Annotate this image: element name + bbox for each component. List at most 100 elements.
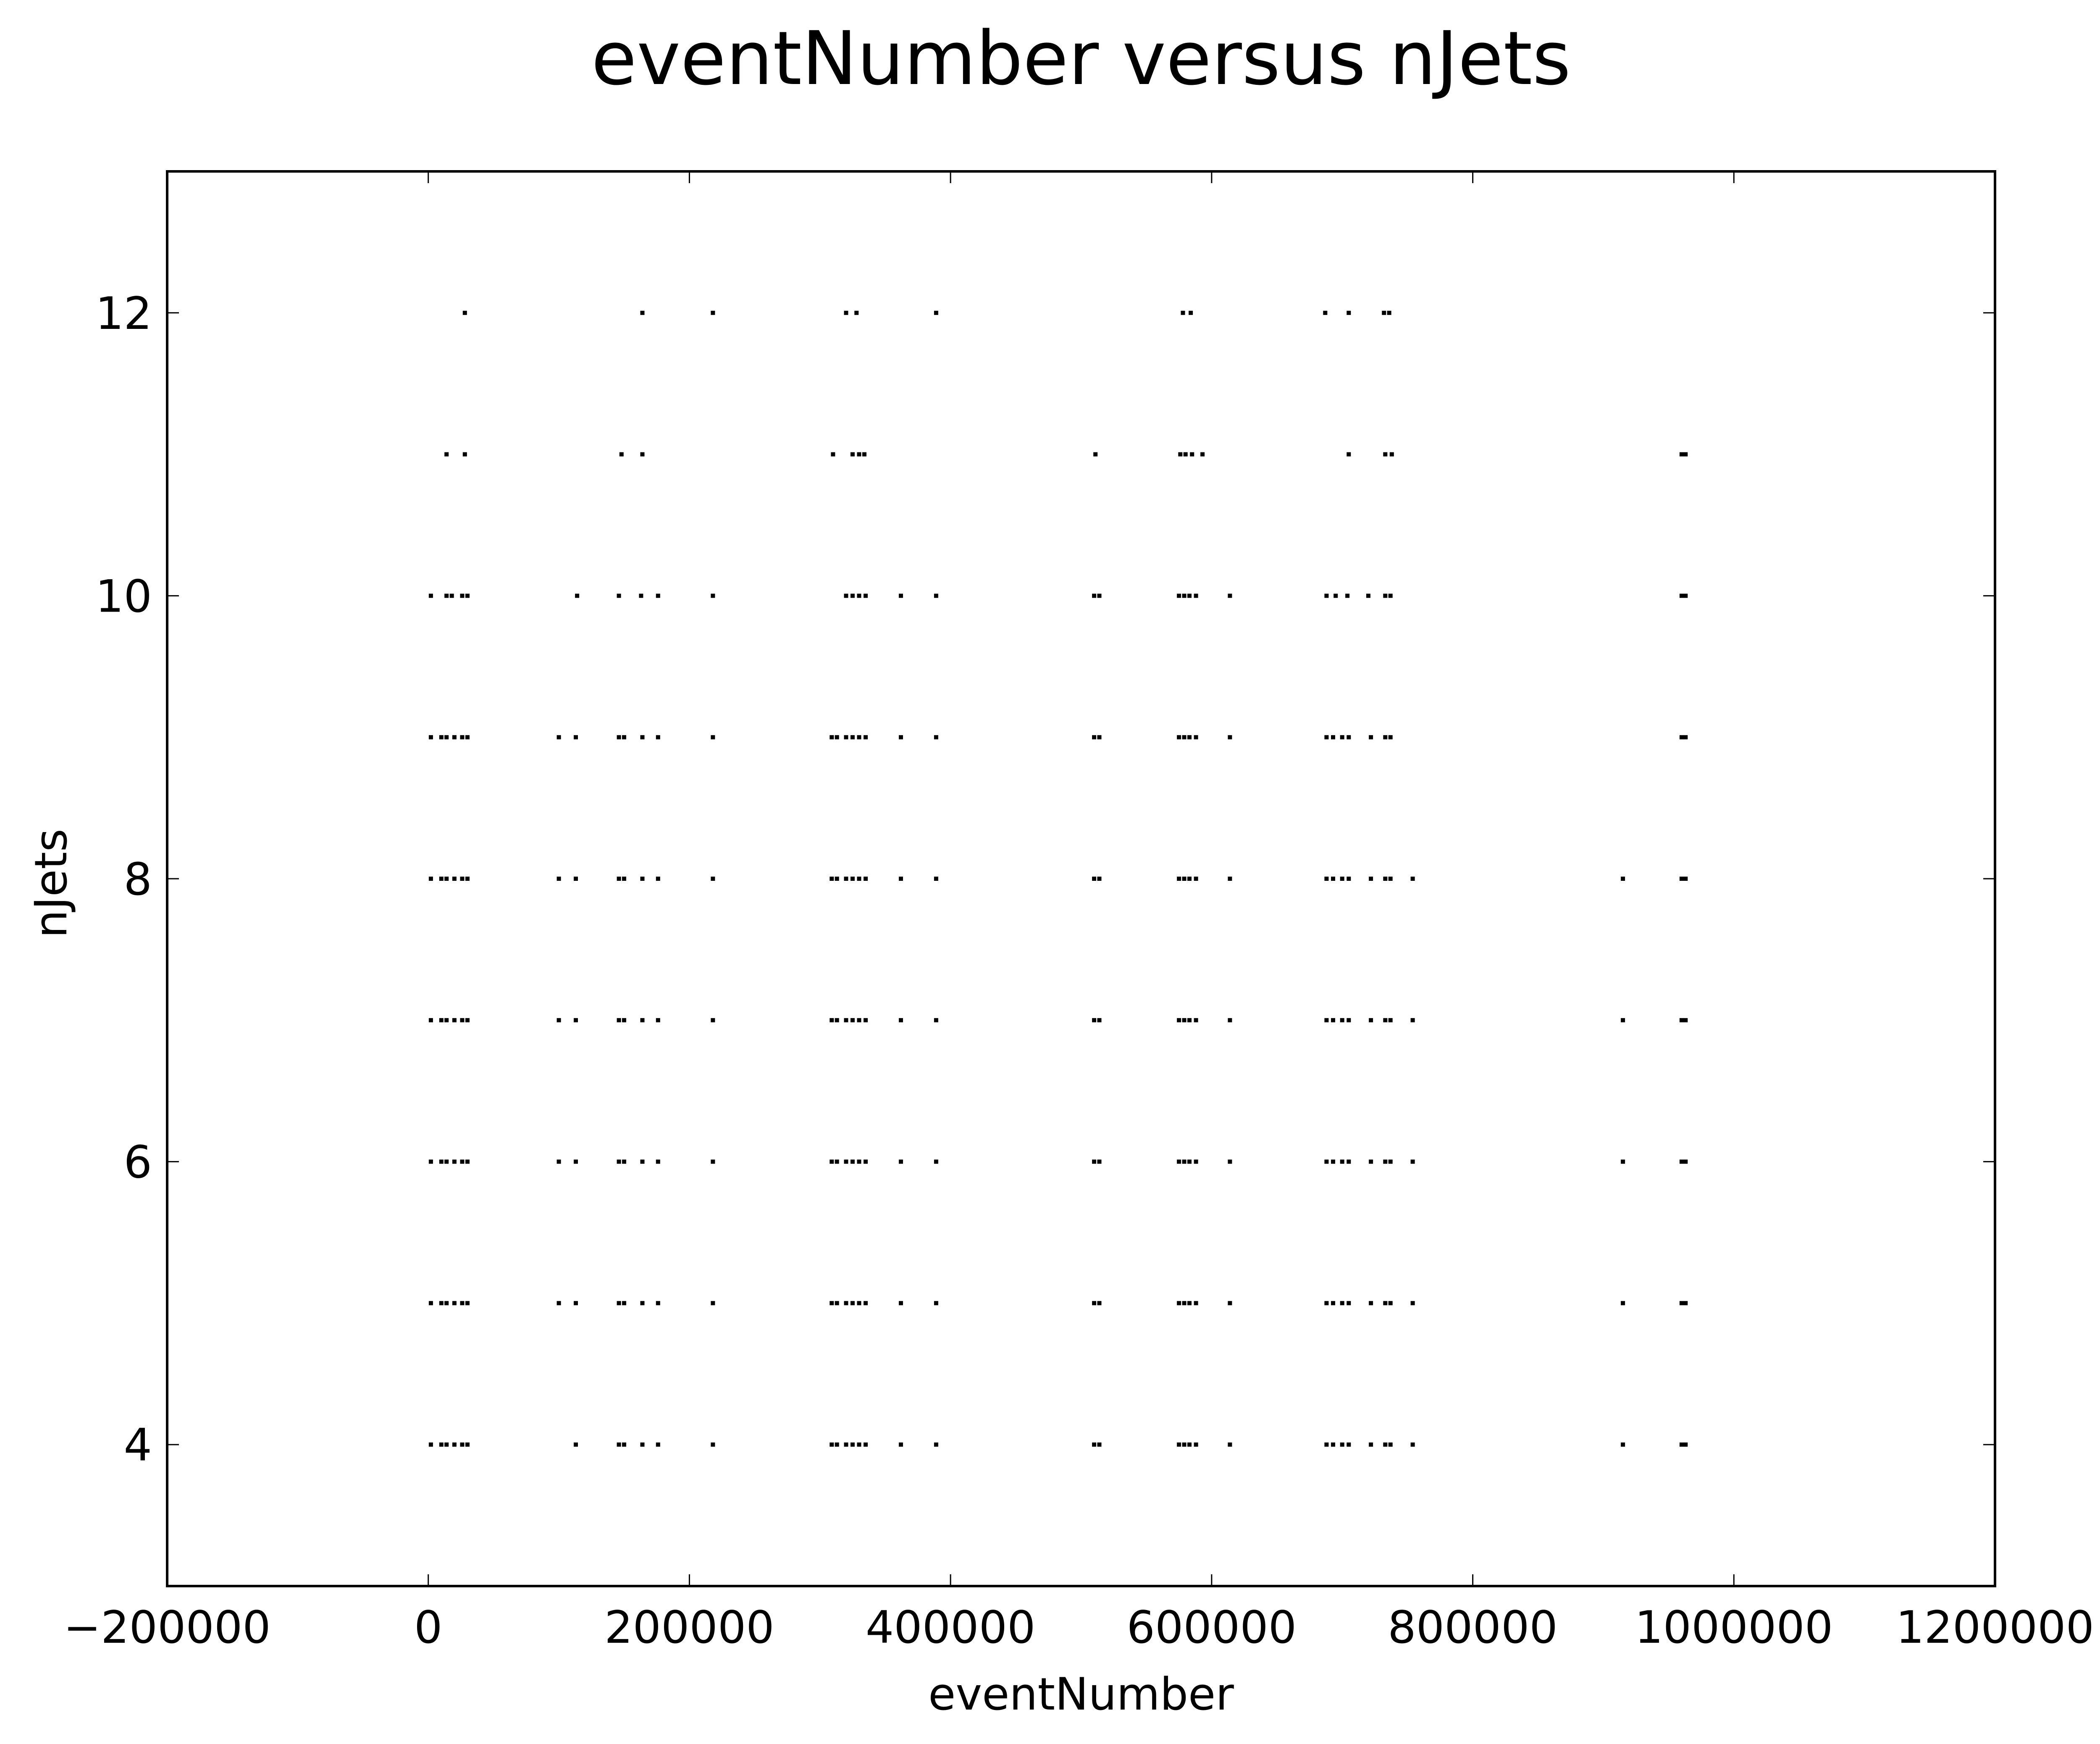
data-point (1683, 735, 1688, 740)
data-point (864, 877, 868, 881)
data-point (1340, 1301, 1344, 1305)
data-point (462, 310, 467, 315)
x-tick-label: 1200000 (1896, 1602, 2094, 1653)
data-point (1621, 1442, 1625, 1447)
data-point (844, 877, 848, 881)
data-point (1200, 452, 1205, 457)
data-point (1388, 1301, 1393, 1305)
data-point (617, 594, 621, 598)
data-point (857, 1018, 861, 1022)
data-point (850, 1442, 855, 1447)
data-point (1679, 1442, 1684, 1447)
data-point (556, 877, 561, 881)
data-point (1324, 877, 1329, 881)
data-point (850, 1018, 855, 1022)
data-point (1228, 1018, 1232, 1022)
data-point (556, 1159, 561, 1164)
data-point (1340, 877, 1344, 881)
data-point (1097, 594, 1102, 598)
data-point (1194, 1159, 1198, 1164)
y-tick-label: 8 (124, 854, 152, 905)
data-point (640, 1301, 645, 1305)
data-point (460, 877, 465, 881)
data-point (1190, 452, 1194, 457)
data-point (844, 1018, 848, 1022)
data-point (574, 735, 578, 740)
data-point (452, 1159, 457, 1164)
data-point (831, 452, 835, 457)
data-point (844, 594, 848, 598)
data-point (1092, 1442, 1097, 1447)
data-point (857, 1301, 861, 1305)
data-point (617, 1159, 621, 1164)
data-point (465, 1301, 470, 1305)
data-point (428, 1301, 433, 1305)
data-point (622, 877, 626, 881)
data-point (1369, 1159, 1373, 1164)
data-point (864, 1159, 868, 1164)
data-point (864, 1442, 868, 1447)
data-point (854, 310, 859, 315)
data-point (830, 1301, 834, 1305)
data-point (711, 877, 715, 881)
data-point (439, 1159, 444, 1164)
data-point (622, 1018, 626, 1022)
data-point (439, 1442, 444, 1447)
data-point (1092, 1018, 1097, 1022)
data-point (1369, 877, 1373, 881)
data-point (439, 877, 444, 881)
data-point (1228, 1442, 1232, 1447)
data-point (617, 1018, 621, 1022)
data-point (864, 1301, 868, 1305)
data-point (640, 1018, 645, 1022)
data-point (899, 1018, 903, 1022)
data-point (1383, 735, 1388, 740)
data-point (711, 310, 715, 315)
data-point (460, 735, 465, 740)
data-point (862, 452, 866, 457)
data-point (1410, 1442, 1415, 1447)
data-point (835, 1018, 839, 1022)
data-point (640, 1442, 645, 1447)
data-point (444, 735, 449, 740)
x-tick-label: 1000000 (1635, 1602, 1833, 1653)
data-point (934, 877, 938, 881)
data-point (556, 735, 561, 740)
data-point (1388, 594, 1393, 598)
data-point (1679, 877, 1684, 881)
data-point (1177, 1159, 1181, 1164)
data-point (850, 594, 855, 598)
data-point (1383, 1018, 1388, 1022)
data-point (640, 452, 645, 457)
data-point (1683, 1159, 1688, 1164)
data-point (462, 452, 467, 457)
data-point (934, 1018, 938, 1022)
data-point (711, 1442, 715, 1447)
data-point (1683, 1442, 1688, 1447)
data-point (1340, 1018, 1344, 1022)
data-point (1621, 1301, 1625, 1305)
data-point (439, 1301, 444, 1305)
data-point (656, 735, 660, 740)
data-point (1340, 735, 1344, 740)
data-point (439, 735, 444, 740)
data-point (1369, 1018, 1373, 1022)
data-point (575, 594, 580, 598)
data-point (1177, 1018, 1181, 1022)
data-point (452, 1018, 457, 1022)
data-point (1178, 452, 1183, 457)
data-point (656, 1018, 660, 1022)
data-point (1679, 1018, 1684, 1022)
data-point (556, 1018, 561, 1022)
data-point (864, 594, 868, 598)
data-point (1187, 594, 1192, 598)
data-point (1388, 1018, 1393, 1022)
data-point (899, 1301, 903, 1305)
data-point (1182, 1442, 1186, 1447)
data-point (844, 310, 848, 315)
data-point (1331, 735, 1335, 740)
data-point (1189, 310, 1193, 315)
data-point (1388, 877, 1393, 881)
data-point (1383, 594, 1388, 598)
